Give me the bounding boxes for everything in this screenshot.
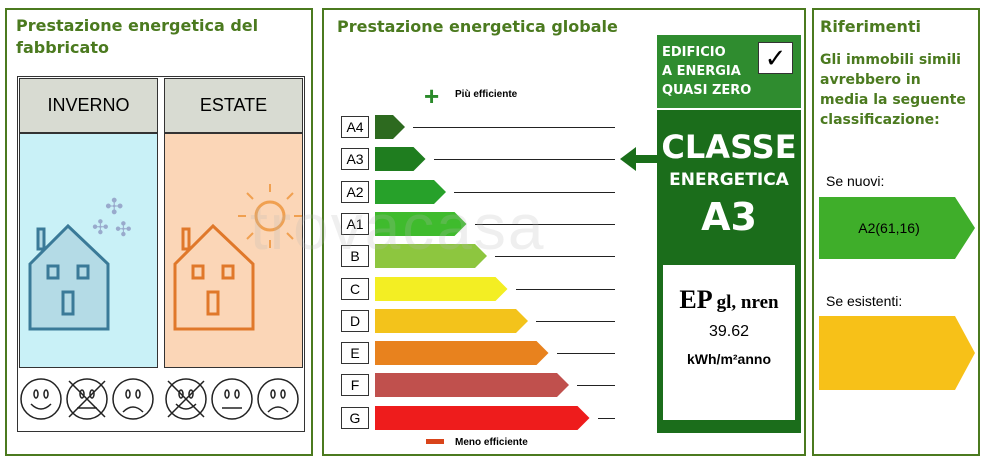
season-box: [17, 76, 305, 432]
plus-icon: +: [424, 81, 440, 111]
class-arrow-F: [375, 373, 569, 398]
nzeb-checkbox: ✓: [758, 42, 793, 74]
nzeb-line2: A ENERGIA: [662, 64, 741, 79]
globale-title: Prestazione energetica globale: [337, 17, 618, 36]
fabbricato-title: Prestazione energetica del fabbricato: [16, 16, 259, 57]
classe-label: CLASSE: [661, 128, 797, 166]
new-value: A2(61,16): [858, 220, 920, 236]
class-arrow-D: [375, 308, 528, 333]
class-line: [577, 385, 615, 387]
riferimenti-panel: Riferimenti Gli immobili simili avrebber…: [812, 8, 980, 456]
class-label-A3: A3: [341, 148, 369, 171]
class-label-D: D: [341, 309, 369, 332]
class-label-C: C: [341, 277, 369, 300]
existing-class-arrow: [819, 316, 975, 390]
class-arrow-C: [375, 276, 508, 301]
class-arrow-A4: [375, 115, 405, 139]
svg-text:✣: ✣: [92, 217, 109, 239]
ep-box: EP gl, nren 39.62 kWh/m²anno: [663, 265, 795, 420]
class-arrow-B: [375, 244, 487, 269]
ep-sub: gl, nren: [716, 292, 779, 313]
classe-value: A3: [701, 195, 757, 239]
minus-icon: [426, 439, 444, 444]
winter-neutral-crossed-icon: [66, 378, 108, 420]
ep-unit: kWh/m²anno: [687, 351, 771, 367]
class-box: EDIFICIO A ENERGIA QUASI ZERO ✓ CLASSE E…: [657, 35, 801, 433]
class-arrow-A3: [375, 147, 426, 172]
class-line: [454, 191, 615, 193]
summer-neutral-icon: [211, 378, 253, 420]
winter-sad-icon: [112, 378, 154, 420]
class-line: [495, 256, 615, 258]
class-line: [433, 159, 615, 161]
winter-house-icon: ✣✣ ✣: [28, 194, 132, 331]
summer-happy-crossed-icon: [165, 378, 207, 420]
winter-happy-icon: [20, 378, 62, 420]
existing-label: Se esistenti:: [826, 293, 903, 309]
nzeb-section: EDIFICIO A ENERGIA QUASI ZERO ✓: [657, 35, 801, 110]
ep-value: 39.62: [708, 323, 750, 340]
new-class-arrow: [819, 197, 975, 259]
winter-body: ✣ ✣ ✣: [19, 133, 158, 368]
nzeb-line3: QUASI ZERO: [662, 83, 752, 98]
class-label-B: B: [341, 245, 369, 268]
less-efficient-label: Meno efficiente: [455, 437, 528, 448]
current-class-arrow-icon: [620, 147, 660, 171]
more-efficient-label: Più efficiente: [455, 89, 518, 100]
riferimenti-title: Riferimenti: [820, 17, 922, 36]
summer-house-icon: [173, 184, 302, 331]
summer-sad-icon: [257, 378, 299, 420]
class-line: [536, 320, 615, 322]
summer-header: ESTATE: [164, 78, 303, 133]
svg-text:✣: ✣: [115, 219, 132, 241]
class-label-G: G: [341, 406, 369, 429]
fabbricato-panel: Prestazione energetica del fabbricato IN…: [5, 8, 313, 456]
riferimenti-text: Gli immobili simili avrebbero in media l…: [820, 52, 966, 128]
class-arrow-A2: [375, 179, 446, 204]
class-line: [413, 127, 615, 128]
summer-body: [164, 133, 303, 368]
winter-header: INVERNO: [19, 78, 158, 133]
class-line: [474, 223, 615, 225]
ep-label: EP: [679, 285, 713, 314]
class-label-A2: A2: [341, 180, 369, 203]
class-label-E: E: [341, 342, 369, 365]
class-line: [597, 417, 615, 419]
new-label: Se nuovi:: [826, 173, 885, 189]
class-label-F: F: [341, 374, 369, 397]
class-line: [556, 353, 615, 355]
class-arrow-A1: [375, 211, 467, 236]
class-label-A4: A4: [341, 116, 369, 138]
watermark: trovacasa: [250, 191, 546, 263]
class-line: [515, 288, 615, 290]
comfort-faces: [20, 378, 299, 420]
class-arrow-E: [375, 341, 549, 366]
class-arrow-G: [375, 405, 590, 430]
nzeb-line1: EDIFICIO: [662, 45, 726, 60]
energetica-label: ENERGETICA: [669, 170, 789, 190]
class-label-A1: A1: [341, 212, 369, 235]
svg-text:✣: ✣: [105, 194, 123, 219]
